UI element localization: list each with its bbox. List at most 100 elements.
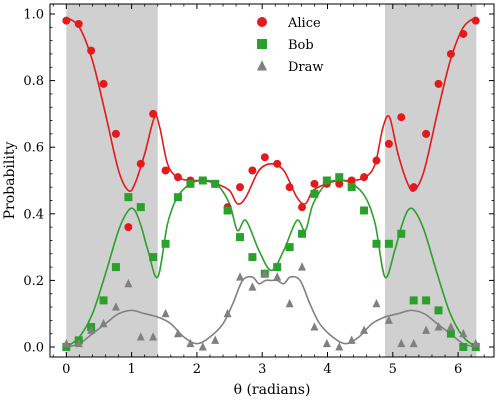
data-point-draw (260, 268, 269, 278)
data-point-bob (335, 173, 344, 182)
data-point-bob (446, 329, 455, 338)
data-point-draw (434, 322, 443, 331)
data-point-draw (248, 282, 257, 291)
fit-curve (65, 179, 477, 348)
data-point-draw (384, 315, 393, 324)
data-point-alice (422, 129, 431, 138)
data-point-draw (347, 335, 356, 344)
data-point-alice (124, 223, 133, 232)
data-point-alice (248, 166, 257, 175)
y-tick-label: 0.6 (23, 141, 44, 156)
x-tick-label: 1 (127, 362, 135, 377)
data-point-bob (372, 239, 381, 248)
data-point-bob (136, 203, 145, 212)
data-point-bob (310, 189, 319, 198)
data-point-alice (384, 139, 393, 148)
data-point-alice (273, 159, 282, 168)
x-tick-label: 5 (389, 362, 397, 377)
data-point-bob (111, 263, 120, 272)
data-point-bob (422, 296, 431, 305)
data-point-bob (409, 296, 418, 305)
data-point-draw (161, 308, 170, 318)
data-point-draw (99, 318, 108, 328)
data-point-alice (347, 176, 356, 185)
legend-label-draw: Draw (288, 60, 324, 75)
data-point-alice (471, 16, 480, 25)
data-point-draw (186, 338, 195, 348)
data-point-alice (310, 179, 319, 188)
data-point-bob (360, 206, 369, 215)
y-tick-label: 0.4 (23, 207, 44, 222)
data-point-draw (111, 302, 120, 311)
data-point-draw (74, 338, 83, 348)
fit-curve (66, 275, 477, 348)
data-point-bob (223, 206, 232, 215)
data-markers (62, 16, 480, 352)
data-point-draw (211, 335, 220, 344)
data-point-alice (372, 156, 381, 165)
y-tick-label: 0.0 (23, 341, 44, 356)
legend-marker-alice (257, 17, 267, 27)
data-point-bob (99, 296, 108, 305)
data-point-bob (384, 239, 393, 248)
data-point-alice (99, 79, 108, 88)
data-point-draw (62, 338, 71, 348)
data-point-alice (335, 179, 344, 188)
data-point-draw (446, 322, 455, 331)
data-point-alice (459, 29, 468, 38)
fit-curve (65, 16, 477, 205)
shaded-region (384, 4, 477, 357)
y-axis-label: Probability (2, 142, 18, 220)
data-point-alice (260, 153, 269, 162)
legend-label-bob: Bob (288, 38, 314, 53)
data-point-bob (298, 229, 307, 238)
data-point-alice (161, 166, 170, 175)
data-point-alice (136, 159, 145, 168)
data-point-alice (111, 129, 120, 138)
data-point-alice (74, 19, 83, 28)
data-point-draw (298, 262, 307, 271)
data-point-draw (471, 338, 480, 348)
x-tick-label: 3 (258, 362, 266, 377)
data-point-draw (459, 328, 468, 338)
data-point-draw (409, 338, 418, 348)
data-point-alice (149, 109, 158, 118)
data-point-bob (186, 179, 195, 188)
x-tick-label: 6 (454, 362, 462, 377)
legend-marker-draw (257, 60, 267, 71)
x-axis-label: θ (radians) (234, 382, 311, 398)
data-point-bob (347, 183, 356, 192)
data-point-bob (198, 176, 207, 185)
data-point-draw (198, 342, 207, 351)
data-point-bob (273, 263, 282, 272)
data-point-bob (322, 176, 331, 185)
x-tick-label: 4 (323, 362, 331, 377)
data-point-bob (149, 253, 158, 262)
data-point-alice (62, 16, 71, 25)
data-point-draw (273, 272, 282, 281)
data-point-bob (459, 343, 468, 352)
data-point-draw (149, 332, 158, 341)
data-point-bob (124, 193, 133, 202)
data-point-alice (87, 46, 96, 55)
data-point-draw (422, 325, 431, 334)
data-point-draw (136, 332, 145, 341)
legend: Alice Bob Draw (257, 16, 324, 75)
data-point-draw (173, 328, 182, 338)
data-point-draw (335, 342, 344, 351)
data-point-bob (397, 229, 406, 238)
shaded-regions (66, 4, 477, 357)
data-point-bob (211, 179, 220, 188)
y-tick-label: 0.2 (23, 274, 44, 289)
data-point-alice (446, 49, 455, 58)
legend-label-alice: Alice (287, 16, 321, 31)
data-point-alice (409, 183, 418, 192)
data-point-alice (173, 173, 182, 182)
plot-frame (49, 3, 495, 358)
y-tick-label: 1.0 (23, 7, 44, 22)
data-point-alice (397, 113, 406, 122)
data-point-draw (236, 272, 245, 281)
fit-curves (65, 16, 477, 348)
data-point-alice (298, 203, 307, 212)
